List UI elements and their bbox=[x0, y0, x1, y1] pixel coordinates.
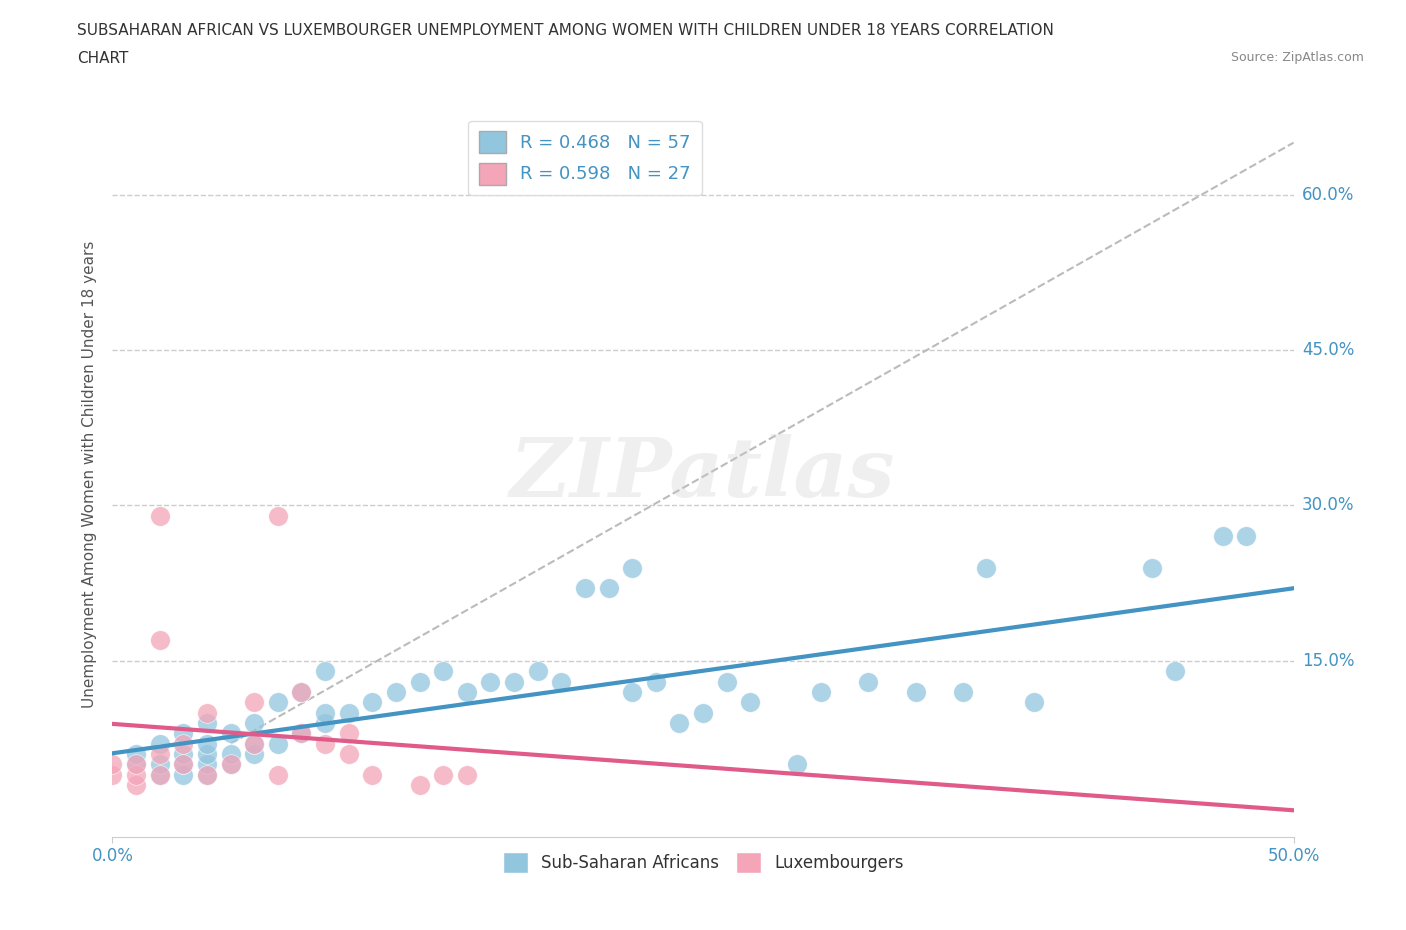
Point bbox=[149, 747, 172, 762]
Point bbox=[125, 767, 148, 782]
Point bbox=[125, 757, 148, 772]
Point bbox=[290, 726, 312, 741]
Point bbox=[976, 560, 998, 575]
Point bbox=[125, 747, 148, 762]
Point bbox=[810, 684, 832, 699]
Text: ZIPatlas: ZIPatlas bbox=[510, 434, 896, 514]
Point bbox=[479, 674, 502, 689]
Point bbox=[385, 684, 408, 699]
Point bbox=[456, 767, 478, 782]
Point bbox=[290, 684, 312, 699]
Point bbox=[408, 777, 430, 792]
Point bbox=[716, 674, 738, 689]
Point bbox=[125, 757, 148, 772]
Point bbox=[267, 767, 290, 782]
Y-axis label: Unemployment Among Women with Children Under 18 years: Unemployment Among Women with Children U… bbox=[82, 241, 97, 708]
Point bbox=[172, 747, 194, 762]
Point bbox=[172, 737, 194, 751]
Point bbox=[243, 695, 266, 710]
Point bbox=[503, 674, 526, 689]
Point bbox=[526, 664, 548, 679]
Point bbox=[149, 767, 172, 782]
Point bbox=[267, 737, 290, 751]
Point bbox=[337, 705, 360, 720]
Point bbox=[195, 767, 218, 782]
Point bbox=[952, 684, 974, 699]
Point bbox=[408, 674, 430, 689]
Point bbox=[219, 757, 242, 772]
Point bbox=[149, 632, 172, 647]
Point bbox=[195, 757, 218, 772]
Point bbox=[574, 581, 596, 596]
Point bbox=[149, 767, 172, 782]
Point bbox=[621, 684, 644, 699]
Point bbox=[219, 747, 242, 762]
Point bbox=[598, 581, 620, 596]
Point bbox=[243, 715, 266, 730]
Point bbox=[219, 757, 242, 772]
Point bbox=[149, 509, 172, 524]
Point bbox=[858, 674, 880, 689]
Point bbox=[550, 674, 572, 689]
Point bbox=[172, 726, 194, 741]
Text: 45.0%: 45.0% bbox=[1302, 341, 1354, 359]
Point bbox=[290, 726, 312, 741]
Point bbox=[1212, 529, 1234, 544]
Point bbox=[243, 737, 266, 751]
Point bbox=[456, 684, 478, 699]
Point bbox=[1234, 529, 1257, 544]
Point bbox=[195, 767, 218, 782]
Text: 15.0%: 15.0% bbox=[1302, 652, 1354, 670]
Point bbox=[172, 757, 194, 772]
Point bbox=[172, 757, 194, 772]
Point bbox=[337, 747, 360, 762]
Point bbox=[314, 705, 336, 720]
Point bbox=[1164, 664, 1187, 679]
Point bbox=[243, 737, 266, 751]
Point bbox=[267, 509, 290, 524]
Point bbox=[314, 715, 336, 730]
Point bbox=[361, 695, 384, 710]
Point bbox=[432, 664, 454, 679]
Point bbox=[290, 684, 312, 699]
Point bbox=[904, 684, 927, 699]
Text: Source: ZipAtlas.com: Source: ZipAtlas.com bbox=[1230, 51, 1364, 64]
Point bbox=[149, 737, 172, 751]
Point bbox=[668, 715, 690, 730]
Point bbox=[740, 695, 762, 710]
Point bbox=[101, 757, 124, 772]
Point bbox=[195, 715, 218, 730]
Point bbox=[267, 695, 290, 710]
Point bbox=[692, 705, 714, 720]
Point bbox=[195, 747, 218, 762]
Point bbox=[337, 726, 360, 741]
Point bbox=[172, 767, 194, 782]
Text: CHART: CHART bbox=[77, 51, 129, 66]
Point bbox=[314, 737, 336, 751]
Point bbox=[1140, 560, 1163, 575]
Point bbox=[149, 757, 172, 772]
Point bbox=[219, 726, 242, 741]
Point bbox=[432, 767, 454, 782]
Point bbox=[195, 705, 218, 720]
Point bbox=[243, 747, 266, 762]
Point bbox=[361, 767, 384, 782]
Legend: Sub-Saharan Africans, Luxembourgers: Sub-Saharan Africans, Luxembourgers bbox=[496, 845, 910, 880]
Point bbox=[786, 757, 808, 772]
Text: 30.0%: 30.0% bbox=[1302, 497, 1354, 514]
Text: 60.0%: 60.0% bbox=[1302, 185, 1354, 204]
Text: SUBSAHARAN AFRICAN VS LUXEMBOURGER UNEMPLOYMENT AMONG WOMEN WITH CHILDREN UNDER : SUBSAHARAN AFRICAN VS LUXEMBOURGER UNEMP… bbox=[77, 23, 1054, 38]
Point bbox=[125, 777, 148, 792]
Point bbox=[621, 560, 644, 575]
Point bbox=[1022, 695, 1045, 710]
Point bbox=[644, 674, 666, 689]
Point bbox=[101, 767, 124, 782]
Point bbox=[195, 737, 218, 751]
Point bbox=[314, 664, 336, 679]
